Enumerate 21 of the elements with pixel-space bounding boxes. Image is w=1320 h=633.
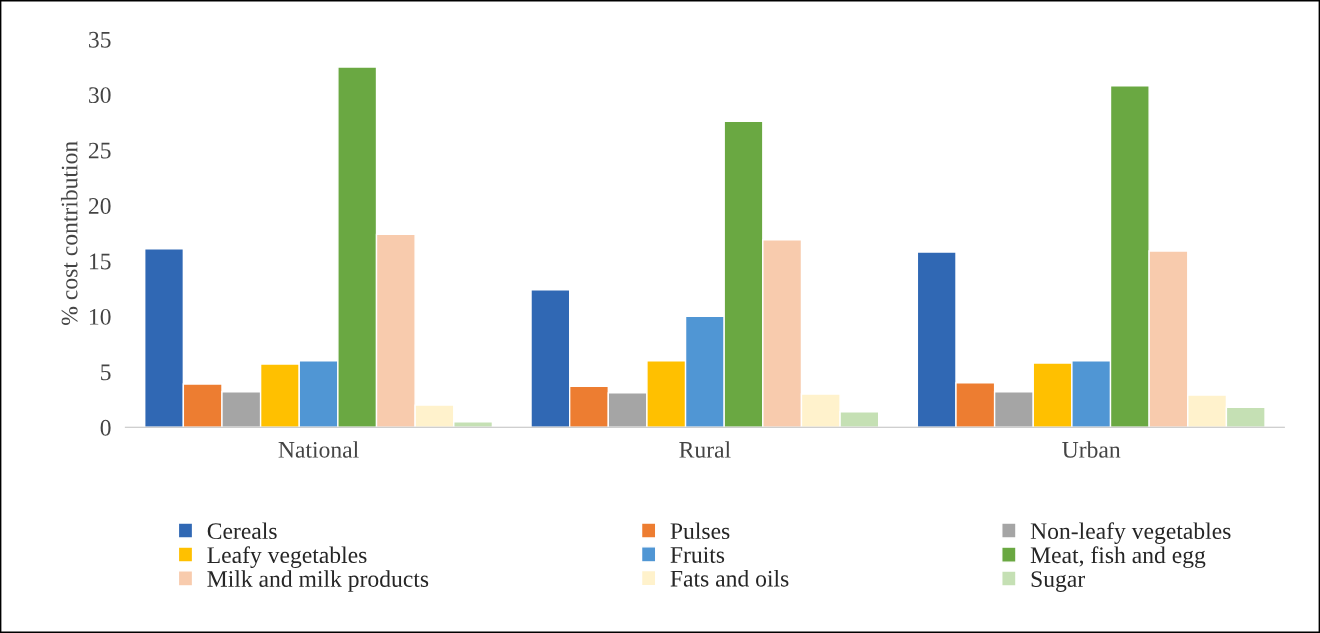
- legend-label: Meat, fish and egg: [1030, 546, 1206, 569]
- legend-label: Pulses: [670, 522, 730, 540]
- y-tick-label: 0: [100, 419, 111, 436]
- legend-label: Fats and oils: [670, 570, 789, 587]
- legend-label: Milk and milk products: [207, 570, 429, 592]
- y-tick-label: 35: [89, 31, 111, 48]
- y-tick-label: 10: [89, 308, 111, 325]
- y-tick-label: 5: [101, 364, 111, 381]
- y-tick-label: 15: [89, 253, 111, 270]
- y-tick-label: 30: [89, 87, 111, 104]
- legend-label: Non-leafy vegetables: [1030, 522, 1231, 544]
- y-axis-title: % cost contribution: [60, 141, 78, 325]
- legend-label: Fruits: [670, 547, 725, 563]
- x-tick-label: Rural: [679, 441, 731, 458]
- x-tick-label: National: [278, 441, 359, 458]
- x-tick-label: Urban: [1062, 441, 1121, 458]
- legend-label: Sugar: [1031, 571, 1085, 592]
- legend-label: Leafy vegetables: [207, 546, 367, 568]
- y-tick-label: 25: [88, 142, 111, 159]
- legend-label: Cereals: [207, 522, 277, 540]
- y-tick-label: 20: [88, 198, 111, 214]
